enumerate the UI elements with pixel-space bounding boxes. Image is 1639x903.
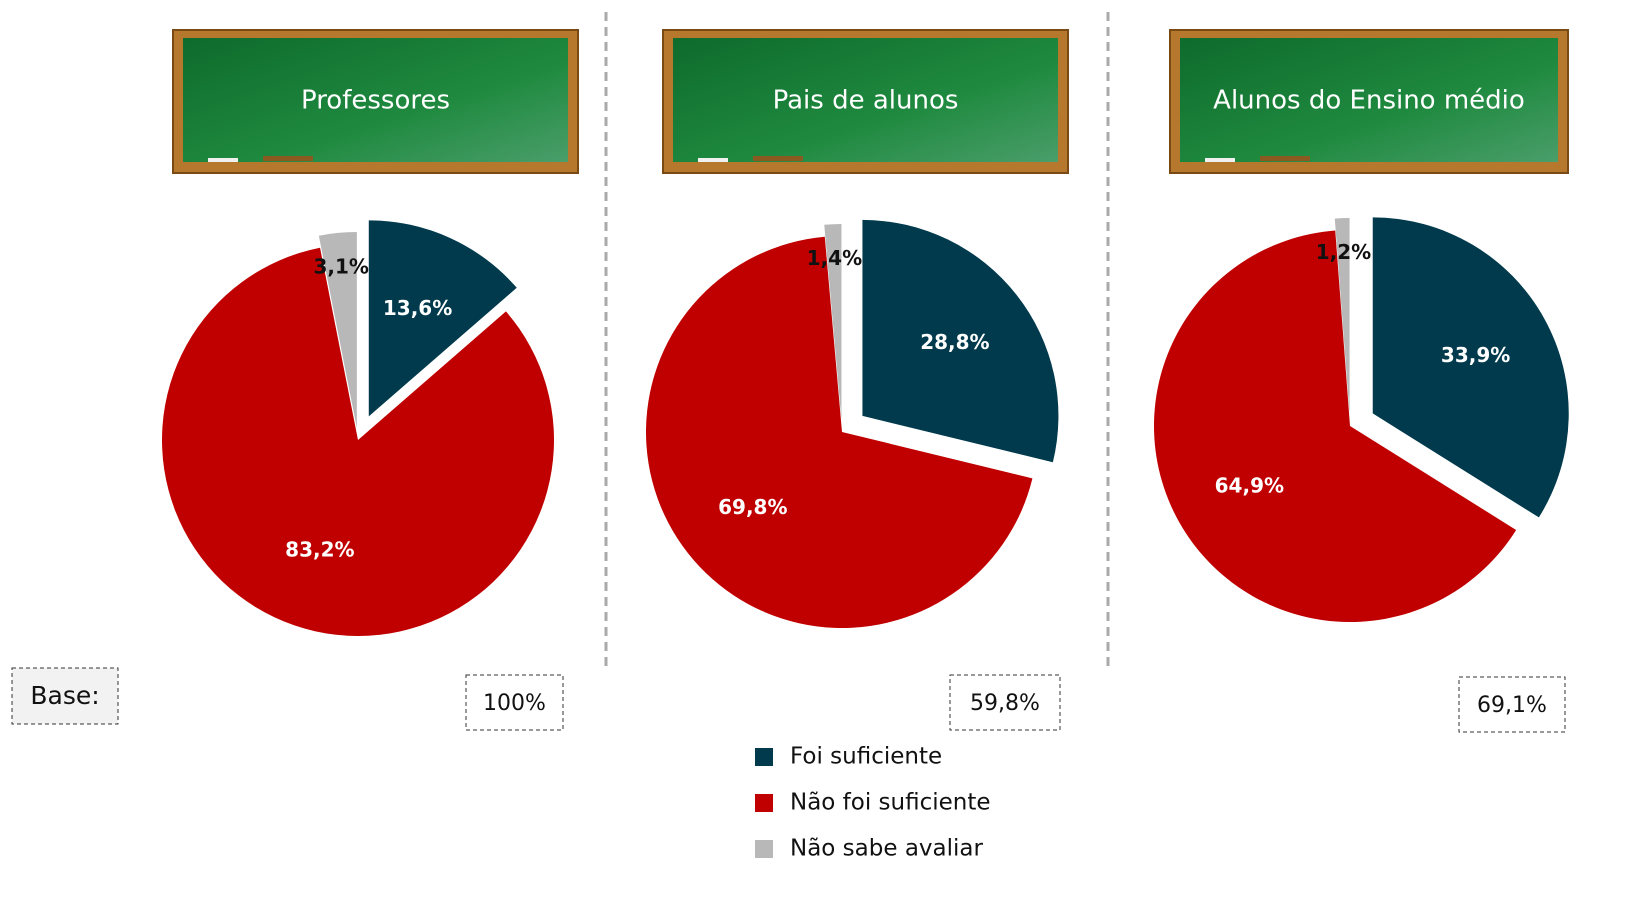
chalk bbox=[208, 158, 238, 162]
legend-swatch bbox=[755, 840, 773, 858]
board-title: Pais de alunos bbox=[773, 86, 959, 116]
base-value: 100% bbox=[483, 691, 546, 716]
chalk bbox=[1205, 158, 1235, 162]
data-label: 3,1% bbox=[313, 255, 368, 279]
board-ledge bbox=[753, 156, 803, 161]
pie-slice bbox=[318, 232, 357, 429]
pie-slice bbox=[862, 219, 1059, 463]
data-label: 83,2% bbox=[285, 538, 354, 562]
data-label: 1,2% bbox=[1316, 240, 1371, 264]
base-value: 59,8% bbox=[970, 691, 1040, 716]
base-value: 69,1% bbox=[1477, 693, 1547, 718]
board bbox=[1180, 38, 1558, 162]
legend-label: Não sabe avaliar bbox=[790, 836, 983, 862]
pie-slice bbox=[646, 236, 1033, 628]
pie-slice bbox=[1372, 217, 1569, 518]
base-box bbox=[1458, 676, 1566, 733]
data-label: 1,4% bbox=[807, 246, 862, 270]
pie-slice bbox=[368, 220, 517, 417]
base-label: Base: bbox=[30, 681, 99, 710]
pie-slice bbox=[824, 224, 842, 421]
pie-slice bbox=[161, 247, 554, 636]
board-ledge bbox=[263, 156, 313, 161]
base-box bbox=[949, 674, 1061, 731]
board bbox=[673, 38, 1058, 162]
base-box bbox=[11, 667, 119, 725]
board-title: Alunos do Ensino médio bbox=[1213, 86, 1525, 116]
data-label: 33,9% bbox=[1441, 343, 1510, 367]
legend-swatch bbox=[755, 794, 773, 812]
base-box bbox=[465, 674, 564, 731]
data-label: 69,8% bbox=[718, 495, 787, 519]
chalk bbox=[698, 158, 728, 162]
legend-label: Foi suficiente bbox=[790, 744, 942, 770]
board bbox=[183, 38, 568, 162]
data-label: 13,6% bbox=[383, 296, 452, 320]
data-label: 64,9% bbox=[1215, 473, 1284, 497]
board-title: Professores bbox=[301, 86, 450, 116]
board-ledge bbox=[1260, 156, 1310, 161]
pie-slice bbox=[1154, 230, 1517, 622]
pie-slice bbox=[1334, 218, 1350, 415]
legend-label: Não foi suficiente bbox=[790, 790, 991, 816]
legend-swatch bbox=[755, 748, 773, 766]
data-label: 28,8% bbox=[920, 330, 989, 354]
